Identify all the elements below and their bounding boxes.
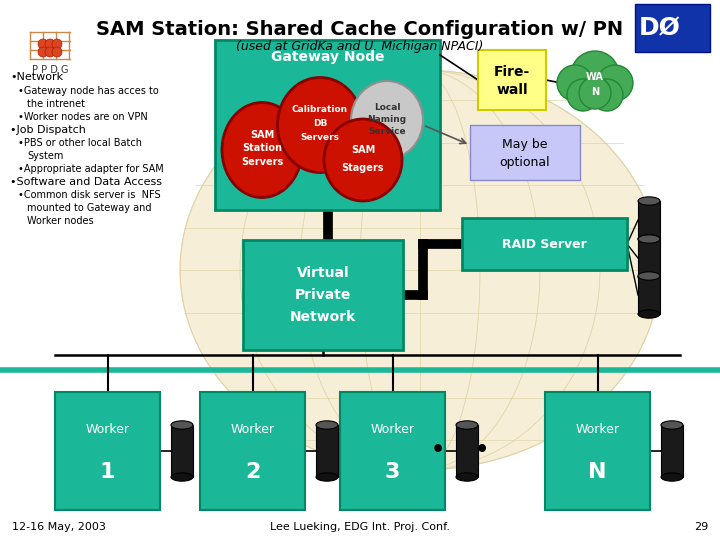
Text: •Appropriate adapter for SAM: •Appropriate adapter for SAM [18, 164, 163, 174]
Text: SAM Station: Shared Cache Configuration w/ PN: SAM Station: Shared Cache Configuration … [96, 20, 624, 39]
Text: Gateway Node: Gateway Node [271, 50, 384, 64]
Text: WA: WA [586, 72, 604, 82]
Text: Worker nodes: Worker nodes [27, 216, 94, 226]
Ellipse shape [171, 473, 193, 481]
Text: 12-16 May, 2003: 12-16 May, 2003 [12, 522, 106, 532]
Circle shape [571, 51, 619, 99]
Text: P P D G: P P D G [32, 65, 68, 75]
FancyBboxPatch shape [638, 239, 660, 277]
Text: Servers: Servers [300, 132, 340, 141]
Text: wall: wall [496, 83, 528, 97]
Ellipse shape [316, 473, 338, 481]
Text: DØ: DØ [639, 16, 681, 40]
Text: Service: Service [368, 127, 406, 137]
Ellipse shape [661, 473, 683, 481]
Ellipse shape [456, 473, 478, 481]
Ellipse shape [277, 78, 362, 172]
Circle shape [557, 65, 593, 101]
Circle shape [45, 47, 55, 57]
Text: Worker: Worker [230, 423, 274, 436]
Circle shape [52, 39, 62, 49]
Text: •Software and Data Access: •Software and Data Access [10, 177, 162, 187]
Text: Local: Local [374, 104, 400, 112]
Text: Lee Lueking, EDG Int. Proj. Conf.: Lee Lueking, EDG Int. Proj. Conf. [270, 522, 450, 532]
FancyBboxPatch shape [200, 392, 305, 510]
Ellipse shape [638, 235, 660, 243]
Text: •Gateway node has acces to: •Gateway node has acces to [18, 86, 158, 96]
Text: the intrenet: the intrenet [27, 99, 85, 109]
Text: optional: optional [500, 156, 550, 169]
Circle shape [38, 47, 48, 57]
Text: May be: May be [503, 138, 548, 151]
Text: •PBS or other local Batch: •PBS or other local Batch [18, 138, 142, 148]
Text: RAID Server: RAID Server [502, 238, 587, 251]
Text: Naming: Naming [367, 116, 407, 125]
FancyBboxPatch shape [478, 50, 546, 110]
Text: 3: 3 [384, 462, 400, 482]
FancyBboxPatch shape [456, 425, 478, 477]
Text: •Worker nodes are on VPN: •Worker nodes are on VPN [18, 112, 148, 122]
Circle shape [567, 79, 599, 111]
Text: Worker: Worker [575, 423, 619, 436]
Text: Worker: Worker [371, 423, 415, 436]
Ellipse shape [324, 119, 402, 201]
Circle shape [45, 39, 55, 49]
Text: Calibration: Calibration [292, 105, 348, 114]
Text: Station: Station [242, 143, 282, 153]
FancyBboxPatch shape [243, 240, 403, 350]
FancyBboxPatch shape [316, 425, 338, 477]
FancyBboxPatch shape [470, 125, 580, 180]
Text: N: N [588, 462, 607, 482]
Text: 29: 29 [694, 522, 708, 532]
Ellipse shape [316, 421, 338, 429]
Text: Virtual: Virtual [297, 266, 349, 280]
Circle shape [52, 47, 62, 57]
Ellipse shape [351, 81, 423, 159]
FancyBboxPatch shape [638, 201, 660, 239]
Ellipse shape [638, 272, 660, 280]
Ellipse shape [171, 421, 193, 429]
Text: •Common disk server is  NFS: •Common disk server is NFS [18, 190, 161, 200]
Text: N: N [591, 87, 599, 97]
Circle shape [579, 77, 611, 109]
FancyBboxPatch shape [340, 392, 445, 510]
FancyBboxPatch shape [215, 40, 440, 210]
Text: SAM: SAM [250, 130, 274, 140]
Text: Private: Private [294, 288, 351, 302]
FancyBboxPatch shape [55, 392, 160, 510]
Text: SAM: SAM [351, 145, 375, 155]
Ellipse shape [638, 197, 660, 205]
Text: •Job Dispatch: •Job Dispatch [10, 125, 86, 135]
Text: DB: DB [312, 118, 327, 127]
Text: 1: 1 [100, 462, 115, 482]
Text: Stagers: Stagers [342, 163, 384, 173]
Ellipse shape [456, 421, 478, 429]
Ellipse shape [638, 235, 660, 243]
Text: (used at GridKa and U. Michigan NPACI): (used at GridKa and U. Michigan NPACI) [236, 40, 484, 53]
Ellipse shape [638, 310, 660, 318]
FancyBboxPatch shape [462, 218, 627, 270]
Text: Fire-: Fire- [494, 65, 530, 79]
FancyBboxPatch shape [635, 4, 710, 52]
Text: Servers: Servers [241, 157, 283, 167]
FancyBboxPatch shape [545, 392, 650, 510]
Text: •Network: •Network [10, 72, 63, 82]
FancyBboxPatch shape [171, 425, 193, 477]
Ellipse shape [180, 70, 660, 470]
Text: 2: 2 [245, 462, 260, 482]
Text: Worker: Worker [86, 423, 130, 436]
Ellipse shape [638, 273, 660, 281]
Ellipse shape [661, 421, 683, 429]
Circle shape [38, 39, 48, 49]
Ellipse shape [222, 103, 302, 198]
FancyBboxPatch shape [661, 425, 683, 477]
Text: mounted to Gateway and: mounted to Gateway and [27, 203, 151, 213]
Text: Network: Network [290, 310, 356, 324]
Text: • • •: • • • [431, 440, 489, 460]
Circle shape [591, 79, 623, 111]
Text: System: System [27, 151, 63, 161]
FancyBboxPatch shape [638, 276, 660, 314]
Circle shape [597, 65, 633, 101]
